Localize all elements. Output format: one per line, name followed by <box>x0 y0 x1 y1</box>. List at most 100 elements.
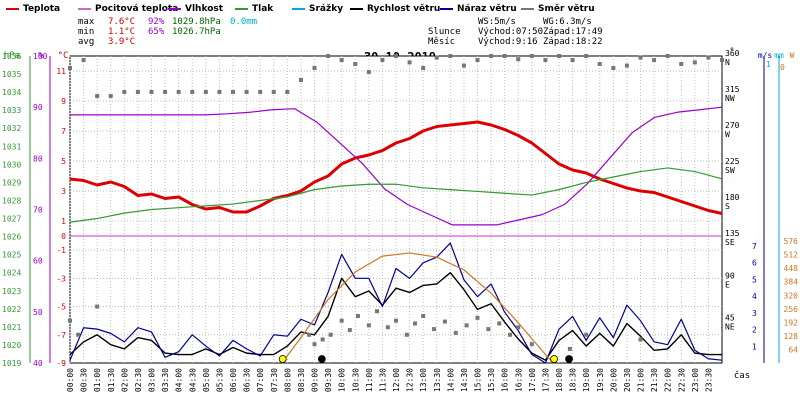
wind-dir-point <box>394 54 398 58</box>
wind-dir-point <box>597 62 602 66</box>
tick-label-hpa: 1031 <box>2 142 21 151</box>
series-line-tlak <box>69 167 723 223</box>
tick-label-pct: 40 <box>33 359 43 368</box>
tick-label-degc: 3 <box>61 187 66 196</box>
tick-label-time: 17:30 <box>541 368 550 392</box>
wind-dir-point <box>285 90 290 94</box>
tick-label-w: 256 <box>784 305 799 314</box>
stats-temp: 1.1°C <box>108 27 136 37</box>
wind-dir-point <box>81 58 86 62</box>
stats-hum: 65% <box>148 27 165 37</box>
sun-row: Slunce Východ:07:50 Západ:17:49 <box>428 27 603 37</box>
wind-dir-point <box>516 57 521 62</box>
tick-label-time: 13:30 <box>433 368 442 392</box>
wind-dir-point <box>557 54 561 58</box>
wind-dir-point <box>68 318 72 323</box>
tick-label-time: 02:30 <box>134 368 143 392</box>
legend-swatch <box>350 8 363 10</box>
wind-dir-point <box>464 323 469 328</box>
wind-dir-point <box>692 60 697 65</box>
series-line-teplota <box>69 120 723 215</box>
axis-title-degc: °C <box>58 51 69 61</box>
tick-label-pct: 50 <box>33 308 43 317</box>
tick-label-time: 05:00 <box>202 368 211 392</box>
legend-item-vlhkost: Vlhkost <box>168 4 223 14</box>
legend-item-smer: Směr větru <box>521 4 595 14</box>
wind-dir-point <box>475 58 480 62</box>
wind-dir-point <box>434 55 439 60</box>
legend-item-teplota: Teplota <box>6 4 60 14</box>
tick-label-time: 18:30 <box>569 368 578 392</box>
tick-label-time: 02:00 <box>120 368 129 392</box>
legend-label: Teplota <box>23 4 61 14</box>
wind-dir-point <box>448 54 453 58</box>
legend-swatch <box>168 8 181 10</box>
wind-dir-point <box>706 55 711 60</box>
sunrise-marker <box>278 355 287 363</box>
legend-swatch <box>235 8 248 10</box>
wind-dir-point <box>307 332 312 337</box>
tick-label-w: 576 <box>784 237 799 246</box>
tick-label-dir: 270 <box>725 121 740 130</box>
tick-label-hpa: 1030 <box>2 160 21 169</box>
wind-dir-point <box>529 54 534 58</box>
moon-label: Měsíc <box>428 37 456 47</box>
tick-label-time: 19:00 <box>582 368 591 392</box>
wind-dir-point <box>404 332 409 337</box>
stats-avg-row: avg 3.9°C <box>78 37 257 47</box>
tick-label-time: 15:00 <box>474 368 483 392</box>
wind-dir-point <box>497 321 502 326</box>
stats-hum: 92% <box>148 17 165 27</box>
tick-label-time: 10:00 <box>338 368 347 392</box>
tick-label-degc: 5 <box>61 157 66 166</box>
tick-label-time: 14:30 <box>460 368 469 392</box>
legend-item-rychlost: Rychlost větru <box>350 4 440 14</box>
tick-label-dir: 360 <box>725 49 740 58</box>
moon-rise: Východ:9:16 <box>478 37 538 47</box>
tick-label-time: 16:00 <box>501 368 510 392</box>
tick-label-pct: 80 <box>33 154 43 163</box>
wind-dir-point <box>652 58 657 62</box>
axis-title-pct: % <box>38 51 44 61</box>
wind-dir-point <box>584 54 589 58</box>
tick-label-hpa: 1021 <box>2 323 21 332</box>
stats-block: max 7.6°C 92% 1029.8hPa 0.0mm min 1.1°C 65% 102… <box>78 17 257 47</box>
wind-dir-point <box>217 90 222 94</box>
legend-item-pocitova: Pocitová teplota <box>78 4 178 14</box>
wind-dir-point <box>149 90 154 94</box>
tick-label-w: 320 <box>784 291 799 300</box>
tick-label-time: 11:30 <box>378 368 387 392</box>
wind-dir-point <box>231 90 235 94</box>
tick-label-time: 12:30 <box>406 368 415 392</box>
tick-label-dir-name: E <box>725 280 730 289</box>
wind-dir-point <box>611 66 616 70</box>
tick-label-time: 10:30 <box>351 368 360 392</box>
stats-temp: 7.6°C <box>108 17 136 27</box>
tick-label-w: 192 <box>784 318 799 327</box>
legend-label: Náraz větru <box>457 4 517 14</box>
tick-label-ms: 7 <box>752 242 757 251</box>
tick-label-time: 08:30 <box>297 368 306 392</box>
tick-label-time: 17:00 <box>528 368 537 392</box>
wind-dir-point <box>638 55 643 60</box>
wind-dir-point <box>442 319 447 324</box>
tick-label-time: 06:00 <box>229 368 238 392</box>
legend-label: Tlak <box>252 4 274 14</box>
tick-label-hpa: 1028 <box>2 196 21 205</box>
wind-dir-point <box>312 66 317 70</box>
legend-label: Rychlost větru <box>367 4 441 14</box>
tick-label-dir: 315 <box>725 85 740 94</box>
tick-label-hpa: 1036 <box>2 52 21 61</box>
wind-dir-point <box>76 332 81 337</box>
stats-temp: 3.9°C <box>108 37 136 47</box>
tick-label-time: 21:30 <box>650 368 659 392</box>
tick-label-hpa: 1032 <box>2 124 21 133</box>
wind-dir-point <box>271 90 276 94</box>
tick-label-time: 09:30 <box>324 368 333 392</box>
tick-label-degc: 9 <box>61 97 66 106</box>
tick-label-dir: 135 <box>725 229 740 238</box>
sun-set: Západ:17:49 <box>543 27 603 37</box>
tick-label-degc: -3 <box>56 274 66 283</box>
tick-label-hpa: 1024 <box>2 269 21 278</box>
